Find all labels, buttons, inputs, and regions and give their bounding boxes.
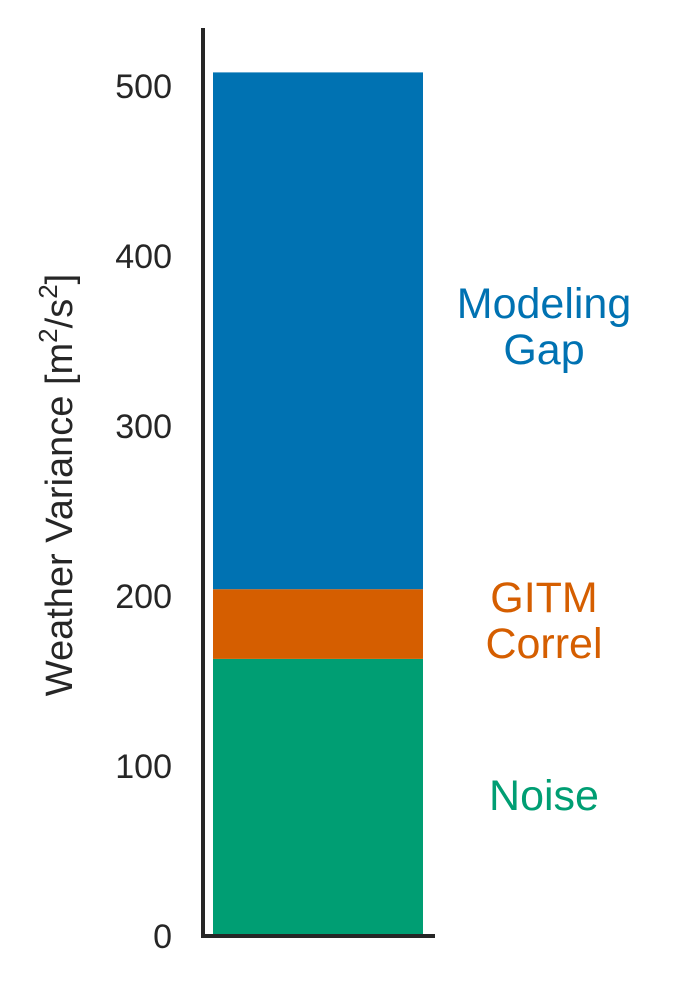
segment-label-modeling-gap: Modeling Gap [457,280,632,374]
y-axis-label: Weather Variance [m2/s2] [33,274,81,696]
y-tick-label-400: 400 [115,238,172,276]
segment-label-gitm-correl: GITM Correl [485,574,602,668]
y-tick-label-500: 500 [115,68,172,106]
bar-segments [213,72,423,936]
y-tick-label-100: 100 [115,748,172,786]
segment-labels: Noise GITM Correl Modeling Gap [457,280,632,820]
y-tick-label-200: 200 [115,578,172,616]
y-tick-labels: 0 100 200 300 400 500 [115,68,172,956]
y-tick-label-0: 0 [153,918,172,956]
axes [201,28,435,938]
y-tick-label-300: 300 [115,408,172,446]
bar-segment-modeling-gap [213,72,423,590]
segment-label-noise: Noise [489,772,599,820]
bar-segment-gitm-correl [213,589,423,659]
bar-segment-noise [213,658,423,936]
